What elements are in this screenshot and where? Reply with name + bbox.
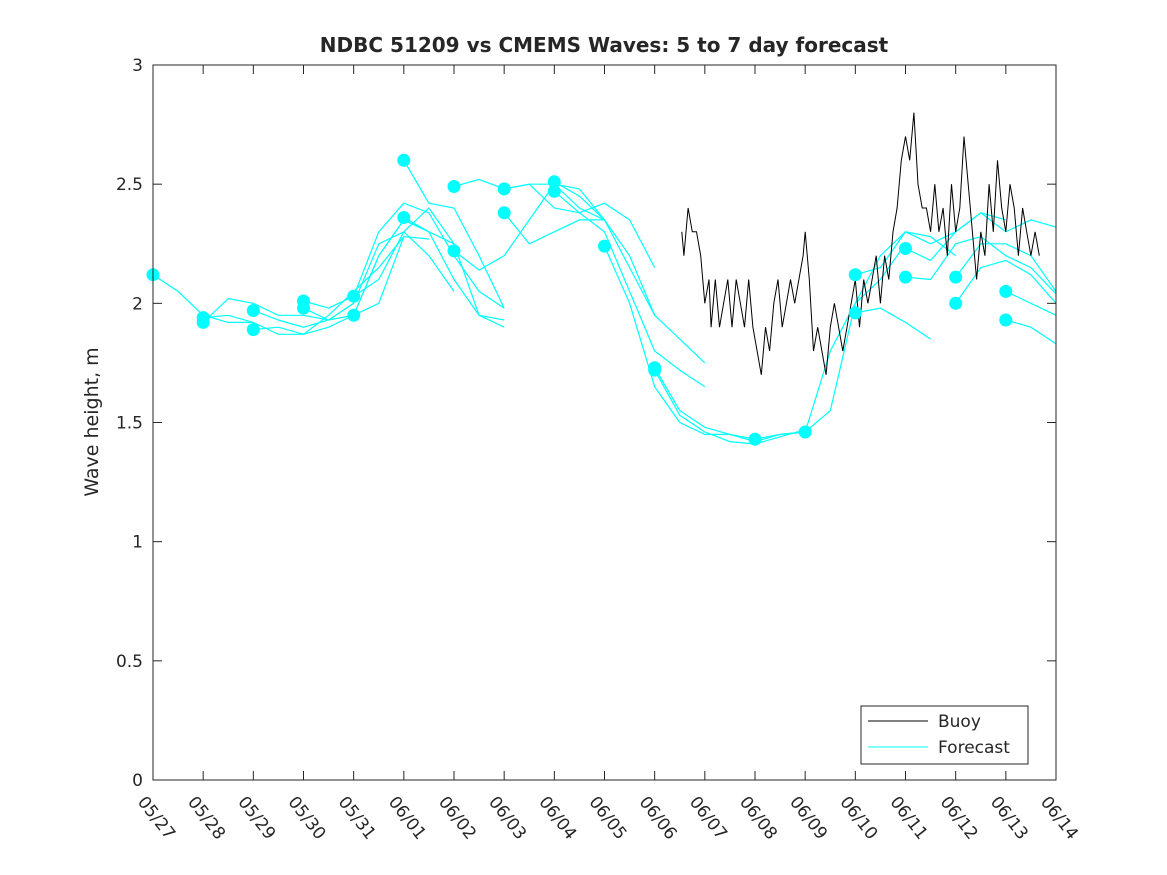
forecast-line-21 [804, 231, 957, 433]
forecast-start-marker-14 [497, 206, 511, 220]
forecast-start-marker-26 [949, 270, 963, 284]
forecast-start-marker-13 [497, 182, 511, 196]
forecast-start-marker-6 [297, 301, 310, 315]
forecast-line-14 [503, 212, 656, 316]
chart-title: NDBC 51209 vs CMEMS Waves: 5 to 7 day fo… [320, 33, 889, 57]
forecast-start-marker-19 [648, 363, 662, 377]
buoy-line [681, 112, 1040, 375]
legend-label-forecast: Forecast [938, 738, 1010, 758]
forecast-line-16 [553, 190, 706, 388]
forecast-line-26 [955, 243, 1057, 292]
y-tick-label-5: 2.5 [116, 175, 143, 195]
forecast-series [152, 159, 1057, 445]
forecast-line-8 [353, 235, 429, 316]
forecast-start-marker-27 [949, 296, 963, 310]
forecast-line-15 [554, 181, 706, 364]
forecast-start-marker-21 [798, 425, 812, 439]
forecast-start-marker-3 [246, 304, 260, 317]
forecast-start-marker-28 [999, 284, 1013, 298]
legend-box [860, 705, 1029, 765]
forecast-line-29 [1005, 319, 1057, 345]
forecast-start-marker-22 [848, 268, 862, 282]
y-tick-label-3: 1.5 [116, 414, 143, 434]
forecast-line-9 [403, 159, 505, 309]
forecast-line-3 [253, 231, 455, 328]
forecast-start-marker-23 [848, 306, 862, 320]
y-axis: 0 0.5 1 1.5 2 2.5 3 [116, 56, 1056, 791]
forecast-line-7 [353, 207, 505, 328]
forecast-start-markers [146, 153, 1013, 446]
y-tick-label-4: 2 [132, 294, 143, 314]
y-tick-label-6: 3 [132, 56, 143, 76]
forecast-start-marker-29 [999, 313, 1013, 327]
forecast-start-marker-17 [598, 239, 611, 253]
forecast-start-marker-24 [899, 242, 912, 255]
forecast-start-marker-7 [347, 289, 361, 303]
forecast-start-marker-11 [447, 180, 461, 193]
forecast-start-marker-9 [397, 153, 411, 167]
forecast-line-23 [855, 307, 931, 340]
forecast-start-marker-10 [397, 211, 411, 224]
y-tick-label-0: 0 [132, 771, 143, 791]
forecast-start-marker-16 [547, 184, 561, 198]
forecast-start-marker-12 [447, 244, 461, 258]
legend-label-buoy: Buoy [938, 712, 981, 732]
forecast-start-marker-25 [899, 270, 912, 284]
forecast-start-marker-20 [748, 432, 762, 446]
forecast-line-12 [453, 183, 605, 271]
forecast-line-20 [754, 243, 906, 440]
forecast-start-marker-2 [196, 315, 210, 329]
forecast-start-marker-4 [246, 323, 260, 337]
forecast-line-24 [905, 212, 1057, 262]
legend: Buoy Forecast [860, 705, 1029, 765]
forecast-line-27 [955, 259, 1057, 304]
forecast-line-5 [303, 202, 505, 309]
y-axis-label: Wave height, m [81, 347, 103, 496]
forecast-line-28 [1005, 290, 1057, 316]
forecast-line-19 [654, 369, 806, 445]
forecast-start-marker-15 [547, 175, 561, 189]
y-tick-label-1: 0.5 [116, 652, 143, 672]
buoy-series [681, 112, 1040, 375]
y-tick-label-2: 1 [132, 533, 143, 553]
forecast-start-marker-8 [347, 308, 361, 322]
